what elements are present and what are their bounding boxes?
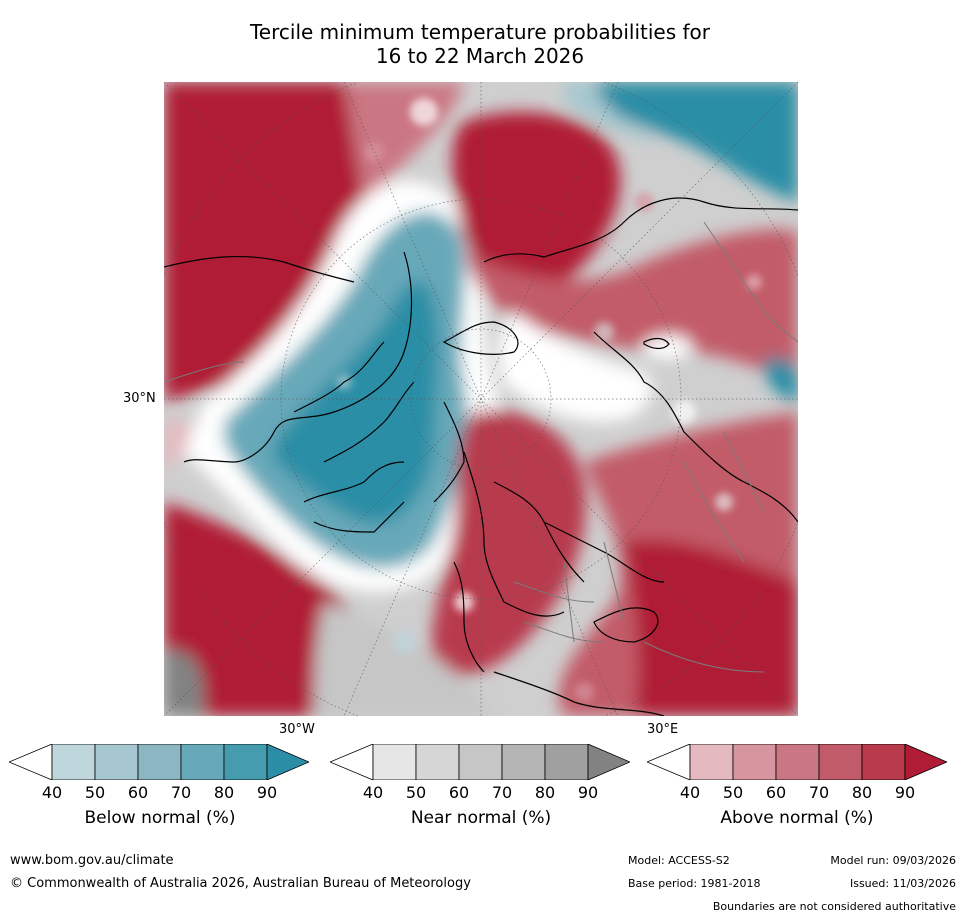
colorbar-segment	[458, 744, 503, 780]
ticks-above-normal: 40 50 60 70 80 90	[647, 783, 965, 803]
ticks-below-normal: 40 50 60 70 80 90	[9, 783, 329, 803]
colorbar-extend-low	[647, 744, 691, 780]
colorbar-segment	[137, 744, 182, 780]
map-svg	[164, 82, 798, 716]
colorbar-segment	[689, 744, 734, 780]
tick-label: 90	[577, 783, 599, 802]
title-line-2: 16 to 22 March 2026	[375, 44, 585, 68]
colorbar-segment	[861, 744, 906, 780]
base-period: Base period: 1981-2018	[628, 877, 761, 890]
copyright-text: © Commonwealth of Australia 2026, Austra…	[10, 876, 471, 891]
tick-label: 50	[722, 783, 744, 802]
colorbar-near-normal	[330, 744, 630, 780]
tick-label: 40	[679, 783, 701, 802]
colorbar-segment	[732, 744, 777, 780]
colorbar-below-normal	[9, 744, 309, 780]
colorbar-extend-high	[266, 744, 309, 780]
tick-label: 60	[127, 783, 149, 802]
legend-label-below-normal: Below normal (%)	[84, 808, 236, 828]
colorbar-segment	[544, 744, 589, 780]
country-borders	[164, 221, 798, 673]
colorbar-extend-low	[330, 744, 374, 780]
website-link[interactable]: www.bom.gov.au/climate	[10, 853, 174, 868]
tick-label: 60	[765, 783, 787, 802]
tick-label: 80	[534, 783, 556, 802]
legend-label-near-normal: Near normal (%)	[410, 808, 552, 828]
model-run: Model run: 09/03/2026	[830, 854, 956, 867]
colorbar-segment	[51, 744, 96, 780]
lon-label-30w: 30°W	[279, 722, 315, 737]
colorbar-extend-high	[904, 744, 947, 780]
model-name: Model: ACCESS-S2	[628, 854, 730, 867]
tick-label: 70	[808, 783, 830, 802]
colorbar-above-normal	[647, 744, 947, 780]
below-normal-region-pacific-ne	[584, 82, 798, 202]
tick-label: 90	[256, 783, 278, 802]
title-line-1: Tercile minimum temperature probabilitie…	[249, 20, 711, 44]
colorbar-segment	[775, 744, 820, 780]
tick-label: 60	[448, 783, 470, 802]
tick-label: 70	[170, 783, 192, 802]
lat-label-30n: 30°N	[123, 391, 156, 406]
colorbar-extend-high	[587, 744, 630, 780]
tick-label: 40	[41, 783, 63, 802]
probability-map	[164, 82, 798, 716]
colorbar-segment	[372, 744, 417, 780]
colorbar-segment	[94, 744, 139, 780]
ticks-near-normal: 40 50 60 70 80 90	[330, 783, 650, 803]
lon-label-30e: 30°E	[647, 722, 679, 737]
tick-label: 80	[851, 783, 873, 802]
legend-label-above-normal: Above normal (%)	[720, 808, 874, 828]
colorbar-segment	[223, 744, 268, 780]
colorbar-segment	[180, 744, 225, 780]
tick-label: 50	[84, 783, 106, 802]
graticule	[164, 82, 798, 716]
colorbar-segment	[818, 744, 863, 780]
noise-speckles	[336, 98, 762, 702]
above-normal-region-siberia	[452, 112, 621, 290]
above-normal-region-atlantic	[164, 502, 356, 716]
chart-title: Tercile minimum temperature probabilitie…	[160, 20, 800, 68]
colorbar-extend-low	[9, 744, 53, 780]
tick-label: 40	[362, 783, 384, 802]
tick-label: 80	[213, 783, 235, 802]
tick-label: 50	[405, 783, 427, 802]
issued-date: Issued: 11/03/2026	[849, 877, 956, 890]
disclaimer: Boundaries are not considered authoritat…	[712, 900, 956, 913]
tick-label: 70	[491, 783, 513, 802]
tick-label: 90	[894, 783, 916, 802]
colorbar-segment	[415, 744, 460, 780]
colorbar-segment	[501, 744, 546, 780]
coastlines	[164, 197, 798, 716]
